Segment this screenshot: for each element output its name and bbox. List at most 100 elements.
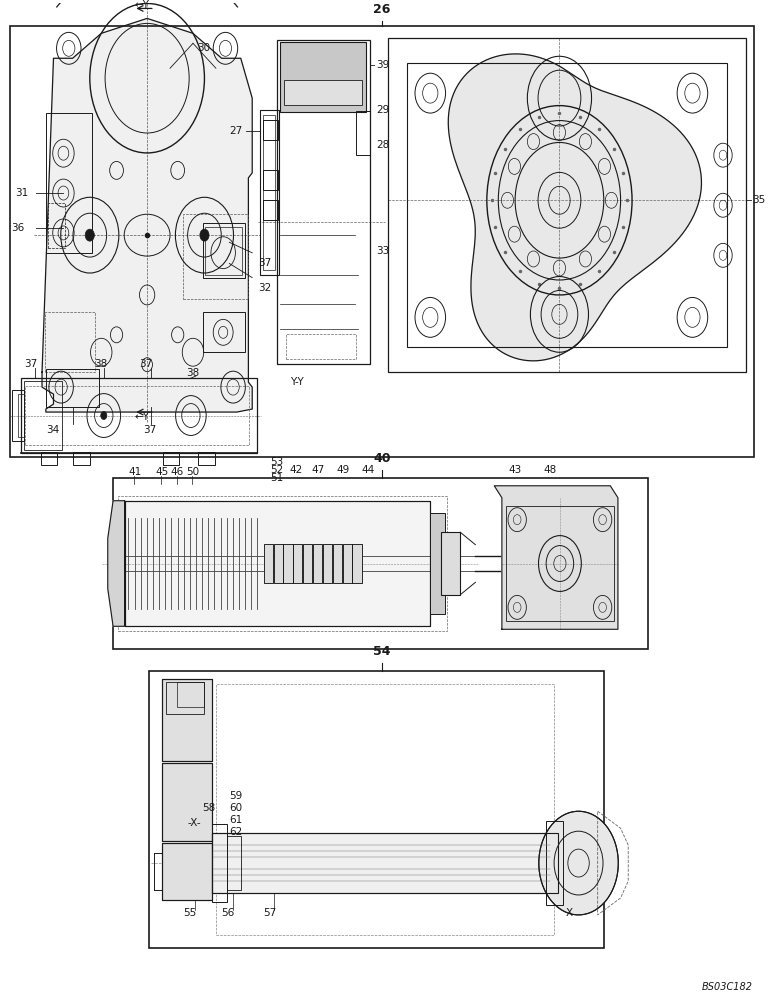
Bar <box>263 120 278 140</box>
Text: 50: 50 <box>186 467 199 477</box>
Bar <box>203 312 244 352</box>
Bar <box>18 394 24 437</box>
Bar <box>333 544 342 583</box>
Bar <box>260 110 279 275</box>
Bar <box>74 452 90 465</box>
Bar <box>12 390 24 441</box>
Bar <box>293 544 303 583</box>
Text: 49: 49 <box>336 465 349 475</box>
Bar <box>163 452 180 465</box>
Bar <box>212 833 558 893</box>
Bar <box>25 386 249 445</box>
Text: 52: 52 <box>270 465 283 475</box>
Bar <box>124 501 429 626</box>
Bar <box>333 544 342 583</box>
Text: 38: 38 <box>94 359 108 369</box>
Bar <box>323 544 332 583</box>
Bar <box>162 843 212 900</box>
Bar <box>149 671 604 948</box>
Bar <box>263 544 273 583</box>
Text: X: X <box>565 908 573 918</box>
Text: 27: 27 <box>230 126 243 136</box>
Bar <box>286 334 356 359</box>
Text: 37: 37 <box>258 258 272 268</box>
Bar <box>124 501 429 626</box>
Bar <box>162 843 212 900</box>
Bar <box>46 369 99 407</box>
Bar <box>263 200 278 220</box>
Bar <box>227 836 240 890</box>
Text: 55: 55 <box>184 908 197 918</box>
Bar <box>24 381 62 450</box>
Bar <box>263 170 278 190</box>
Bar <box>343 544 352 583</box>
Bar <box>198 452 215 465</box>
Bar <box>177 682 204 707</box>
Bar <box>162 679 212 761</box>
Text: 37: 37 <box>144 425 157 435</box>
Text: 31: 31 <box>15 188 28 198</box>
Bar <box>283 544 293 583</box>
Bar <box>118 496 447 631</box>
Circle shape <box>200 229 209 241</box>
Text: 35: 35 <box>752 195 765 205</box>
Bar <box>273 544 283 583</box>
Text: 29: 29 <box>376 105 389 115</box>
Polygon shape <box>42 18 252 412</box>
Text: 38: 38 <box>186 368 200 378</box>
Text: 48: 48 <box>544 465 557 475</box>
Bar <box>22 378 257 453</box>
Bar <box>283 544 293 583</box>
Bar <box>166 682 204 714</box>
Circle shape <box>101 412 107 420</box>
Bar <box>46 113 91 253</box>
Bar <box>547 821 563 905</box>
Bar <box>45 312 94 372</box>
Text: 40: 40 <box>373 452 391 465</box>
Bar <box>343 544 352 583</box>
Circle shape <box>85 229 94 241</box>
Bar <box>280 42 366 112</box>
Bar <box>263 544 273 583</box>
Text: 39: 39 <box>376 60 389 70</box>
Text: 28: 28 <box>376 140 389 150</box>
Bar <box>113 478 648 649</box>
Text: 51: 51 <box>270 473 283 483</box>
Bar <box>407 63 727 347</box>
Text: 46: 46 <box>170 467 184 477</box>
Text: -X-: -X- <box>187 818 201 828</box>
Text: 54: 54 <box>373 645 391 658</box>
Bar <box>276 40 370 364</box>
Text: 61: 61 <box>230 815 243 825</box>
Text: 42: 42 <box>289 465 303 475</box>
Text: 34: 34 <box>46 425 59 435</box>
Bar <box>273 544 283 583</box>
Bar <box>389 38 746 372</box>
Bar <box>203 223 244 278</box>
Bar <box>303 544 313 583</box>
Bar <box>356 111 370 155</box>
Text: 47: 47 <box>311 465 325 475</box>
Bar <box>263 115 275 270</box>
Text: 37: 37 <box>24 359 37 369</box>
Bar <box>216 684 554 935</box>
Bar <box>293 544 303 583</box>
Text: 37: 37 <box>139 359 152 369</box>
Text: 56: 56 <box>222 908 235 918</box>
Text: ←Y: ←Y <box>135 0 150 10</box>
Bar <box>162 763 212 841</box>
Text: 44: 44 <box>362 465 375 475</box>
Bar <box>162 679 212 761</box>
Bar <box>505 506 614 621</box>
Text: 59: 59 <box>230 791 243 801</box>
Bar <box>284 80 362 105</box>
Text: 41: 41 <box>128 467 141 477</box>
Bar <box>184 214 248 299</box>
Bar <box>441 532 460 595</box>
Bar <box>429 513 445 614</box>
Bar <box>313 544 323 583</box>
Bar <box>212 833 558 893</box>
Text: 45: 45 <box>155 467 168 477</box>
Polygon shape <box>108 501 124 626</box>
Bar <box>212 824 227 902</box>
